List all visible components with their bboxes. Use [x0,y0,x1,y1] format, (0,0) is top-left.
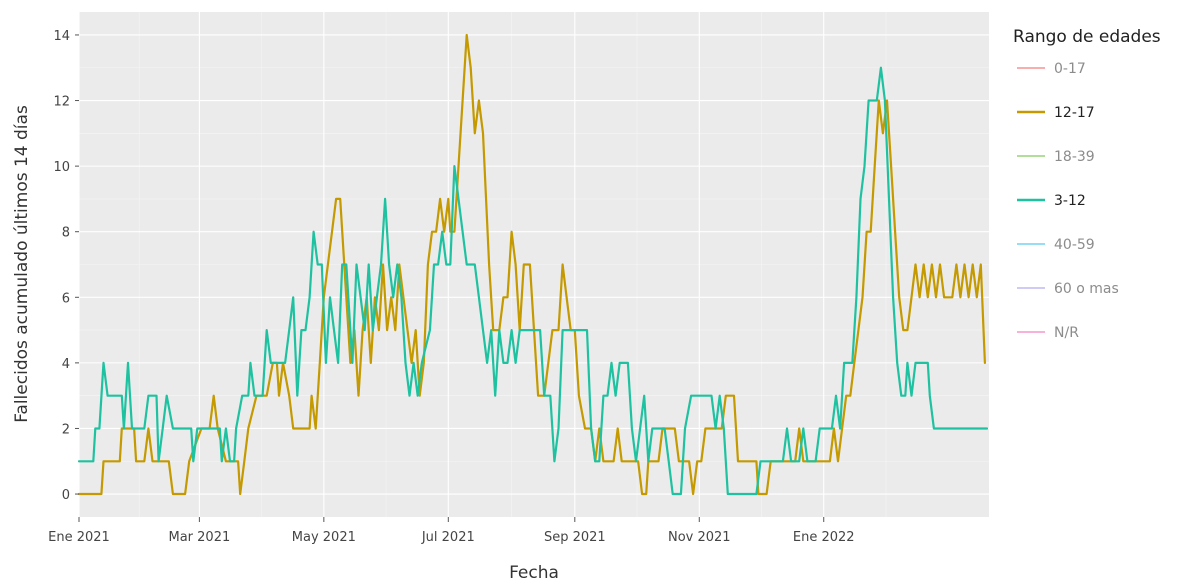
x-axis-title: Fecha [509,563,559,583]
legend-item-18-39[interactable]: 18-39 [1017,149,1095,165]
x-tick-label: Sep 2021 [544,530,606,545]
legend: Rango de edades 0-17 12-17 18-39 3-12 40-59 6… [1013,27,1161,341]
legend-label: 60 o mas [1054,281,1119,297]
legend-label: 18-39 [1054,149,1095,165]
y-tick-label: 6 [62,291,70,306]
y-axis: 0 2 4 6 8 10 12 14 [53,29,79,503]
y-axis-title: Fallecidos acumulado últimos 14 días [12,105,32,423]
legend-item-0-17[interactable]: 0-17 [1017,61,1086,77]
legend-item-3-12[interactable]: 3-12 [1017,193,1086,209]
legend-item-12-17[interactable]: 12-17 [1017,105,1095,121]
x-tick-label: May 2021 [292,530,356,545]
grid-major [78,12,989,517]
y-tick-label: 14 [53,29,70,44]
legend-title: Rango de edades [1013,27,1161,47]
x-tick-label: Nov 2021 [668,530,731,545]
y-tick-label: 4 [62,357,70,372]
legend-label: 40-59 [1054,237,1095,253]
y-tick-label: 10 [53,160,70,175]
x-tick-label: Ene 2021 [48,530,110,545]
series-line-12-17 [77,33,986,496]
series-line-3-12 [77,66,989,496]
y-tick-label: 0 [62,488,70,503]
legend-items: 0-17 12-17 18-39 3-12 40-59 60 o mas N/R [1017,61,1119,341]
y-tick-label: 8 [62,226,70,241]
legend-label: 12-17 [1054,105,1095,121]
y-tick-label: 2 [62,422,70,437]
legend-item-40-59[interactable]: 40-59 [1017,237,1095,253]
x-tick-label: Mar 2021 [169,530,231,545]
legend-item-n-r[interactable]: N/R [1017,325,1079,341]
x-tick-label: Ene 2022 [793,530,855,545]
x-axis: Ene 2021 Mar 2021 May 2021 Jul 2021 Sep 2021… [48,517,855,545]
x-tick-label: Jul 2021 [421,530,475,545]
legend-label: 3-12 [1054,193,1086,209]
legend-label: N/R [1054,325,1079,341]
series-layer [77,33,989,496]
y-tick-label: 12 [53,95,70,110]
legend-item-60-o-mas[interactable]: 60 o mas [1017,281,1119,297]
legend-label: 0-17 [1054,61,1086,77]
